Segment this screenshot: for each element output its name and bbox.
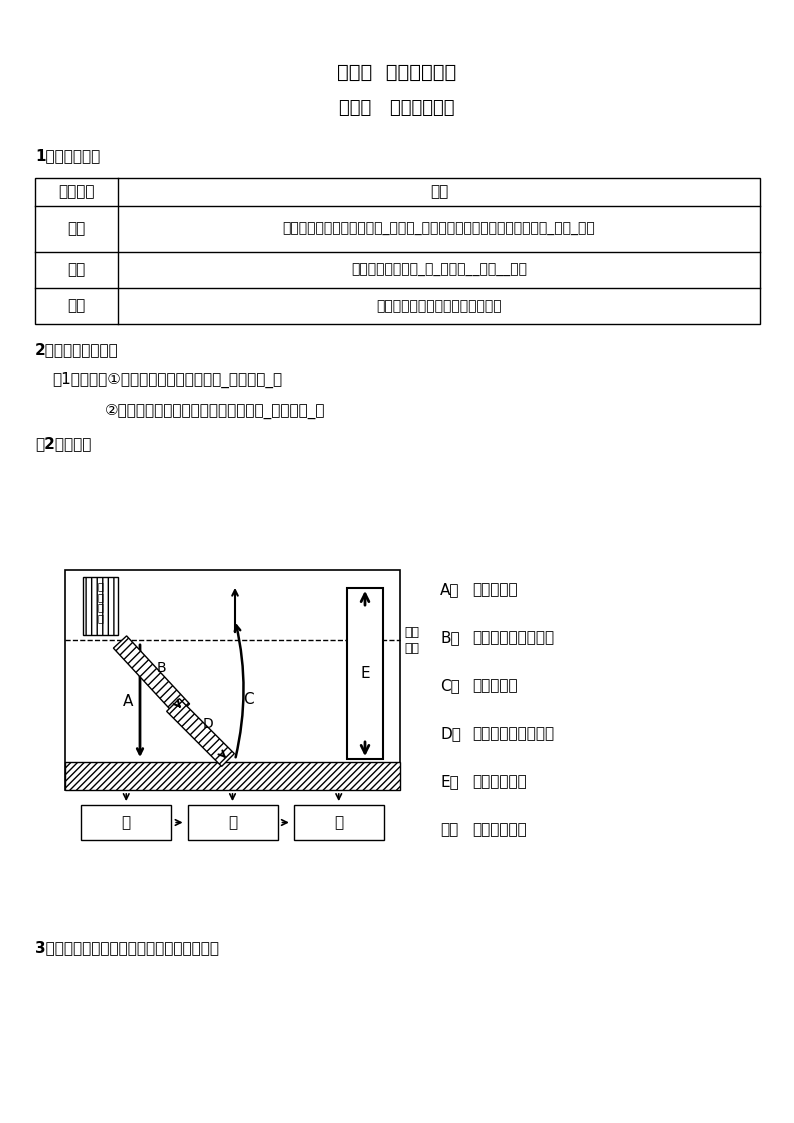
Polygon shape [167, 699, 234, 766]
Text: 吸收: 吸收 [67, 221, 86, 237]
Text: （1）来源：①大气最重要的能量来源是_太阳辐射_。: （1）来源：①大气最重要的能量来源是_太阳辐射_。 [52, 372, 282, 389]
Text: B: B [156, 661, 166, 675]
Text: 地面辐射，: 地面辐射， [472, 678, 518, 694]
Text: 太阳辐射，: 太阳辐射， [472, 583, 518, 597]
Text: 2、大气受热过程：: 2、大气受热过程： [35, 343, 119, 357]
Text: 大气
上界: 大气 上界 [404, 626, 419, 655]
Bar [81, 805, 172, 840]
Text: 散射: 散射 [67, 299, 86, 313]
Text: 丙: 丙 [334, 815, 343, 830]
Text: 作用: 作用 [430, 184, 448, 200]
Text: A：: A： [440, 583, 460, 597]
Bar [83, 577, 118, 634]
Bar [347, 588, 383, 759]
Text: E：: E： [440, 775, 459, 789]
Text: D：: D： [440, 727, 461, 741]
Text: B：: B： [440, 630, 460, 646]
Text: ②近地面大气热量的主要、直接来源是_地面辐射_。: ②近地面大气热量的主要、直接来源是_地面辐射_。 [105, 404, 326, 419]
Text: 对流层水汽，二氧化碳吸收_红外线_；（平流层）臭氧吸收紫外线，有_透择_性。: 对流层水汽，二氧化碳吸收_红外线_；（平流层）臭氧吸收紫外线，有_透择_性。 [283, 222, 596, 236]
Text: 反射: 反射 [67, 263, 86, 277]
Text: 削弱作用: 削弱作用 [58, 184, 94, 200]
Text: D: D [203, 718, 214, 731]
Text: 削弱作用（吸收），: 削弱作用（吸收）， [472, 727, 554, 741]
Text: C：: C： [440, 678, 460, 694]
Bar [294, 805, 384, 840]
Bar [35, 179, 760, 325]
Text: 乙: 乙 [228, 815, 237, 830]
Bar [187, 805, 277, 840]
Text: 如晴朗天空呈蔚蓝色，阴天呈灰色: 如晴朗天空呈蔚蓝色，阴天呈灰色 [376, 299, 502, 313]
Text: 3、解释温室气体大量排放对全球变暖的影响: 3、解释温室气体大量排放对全球变暖的影响 [35, 940, 219, 955]
Text: E: E [360, 666, 370, 681]
Text: 太
阳
辐
射: 太 阳 辐 射 [98, 581, 103, 623]
Text: 第三章  地球上的大气: 第三章 地球上的大气 [337, 63, 457, 82]
Text: 1、削弱作用：: 1、削弱作用： [35, 148, 100, 163]
Text: 削弱作用（吸收），: 削弱作用（吸收）， [472, 630, 554, 646]
Text: 云层越厚，反射越_强_，没有__透择__性。: 云层越厚，反射越_强_，没有__透择__性。 [351, 263, 527, 277]
Text: （2）过程：: （2）过程： [35, 436, 91, 451]
Text: 第二节   大气受热过程: 第二节 大气受热过程 [339, 99, 455, 117]
Text: 甲: 甲 [121, 815, 131, 830]
Text: 甲：: 甲： [440, 822, 458, 838]
Text: C: C [243, 693, 253, 707]
Bar [65, 763, 400, 789]
Text: 大气逆辐射，: 大气逆辐射， [472, 775, 526, 789]
Bar [65, 570, 400, 789]
Polygon shape [114, 636, 190, 716]
Text: A: A [123, 694, 133, 709]
Text: 太阳暖大地，: 太阳暖大地， [472, 822, 526, 838]
